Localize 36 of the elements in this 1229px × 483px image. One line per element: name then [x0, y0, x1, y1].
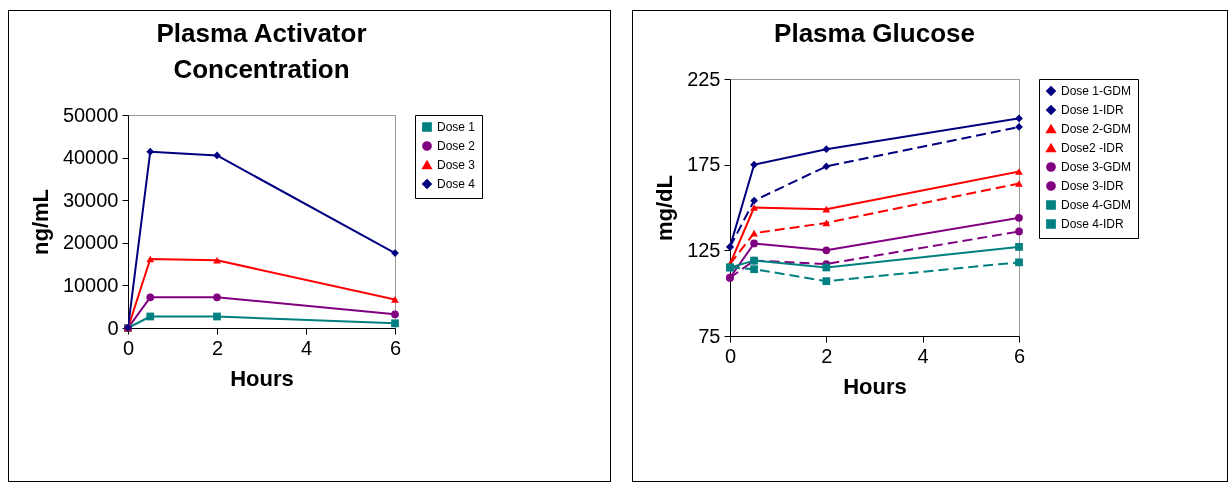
y-tick-label: 225 — [687, 67, 721, 90]
x-tick-label: 6 — [389, 336, 402, 359]
y-tick-label: 50000 — [62, 103, 119, 126]
legend-label: Dose2 -IDR — [1061, 141, 1125, 155]
x-tick-label: 2 — [821, 344, 833, 367]
y-tick-label: 40000 — [62, 146, 119, 169]
x-tick-label: 6 — [1013, 344, 1026, 367]
x-tick-label: 4 — [917, 344, 929, 367]
legend-label: Dose 3-GDM — [1061, 160, 1132, 174]
x-tick-label: 0 — [122, 336, 135, 359]
legend-label: Dose 1-IDR — [1061, 103, 1125, 117]
y-tick-label: 0 — [107, 316, 119, 339]
legend-label: Dose 4 — [437, 177, 476, 191]
x-tick-label: 0 — [724, 344, 737, 367]
legend-label: Dose 1-GDM — [1061, 84, 1132, 98]
y-tick-label: 75 — [698, 324, 721, 347]
y-axis-title: mg/dL — [652, 175, 678, 241]
legend-label: Dose 2-GDM — [1061, 122, 1132, 136]
legend-label: Dose 3-IDR — [1061, 179, 1125, 193]
y-tick-label: 30000 — [62, 188, 119, 211]
x-axis-title: Hours — [230, 365, 294, 391]
legend-label: Dose 1 — [437, 120, 476, 134]
x-axis-title: Hours — [843, 373, 907, 399]
x-tick-label: 2 — [211, 336, 224, 359]
legend-label: Dose 4-IDR — [1061, 217, 1125, 231]
chart-title: Plasma Glucose — [774, 18, 975, 48]
legend-label: Dose 2 — [437, 139, 476, 153]
legend-label: Dose 4-GDM — [1061, 198, 1132, 212]
chart-title: Plasma Activator Concentration — [156, 18, 367, 84]
y-tick-label: 175 — [687, 153, 721, 176]
y-axis-title: ng/mL — [27, 189, 53, 255]
y-tick-label: 125 — [687, 238, 721, 261]
legend-label: Dose 3 — [437, 158, 476, 172]
x-tick-label: 4 — [300, 336, 313, 359]
y-tick-label: 20000 — [62, 231, 119, 254]
y-tick-label: 10000 — [62, 273, 119, 296]
